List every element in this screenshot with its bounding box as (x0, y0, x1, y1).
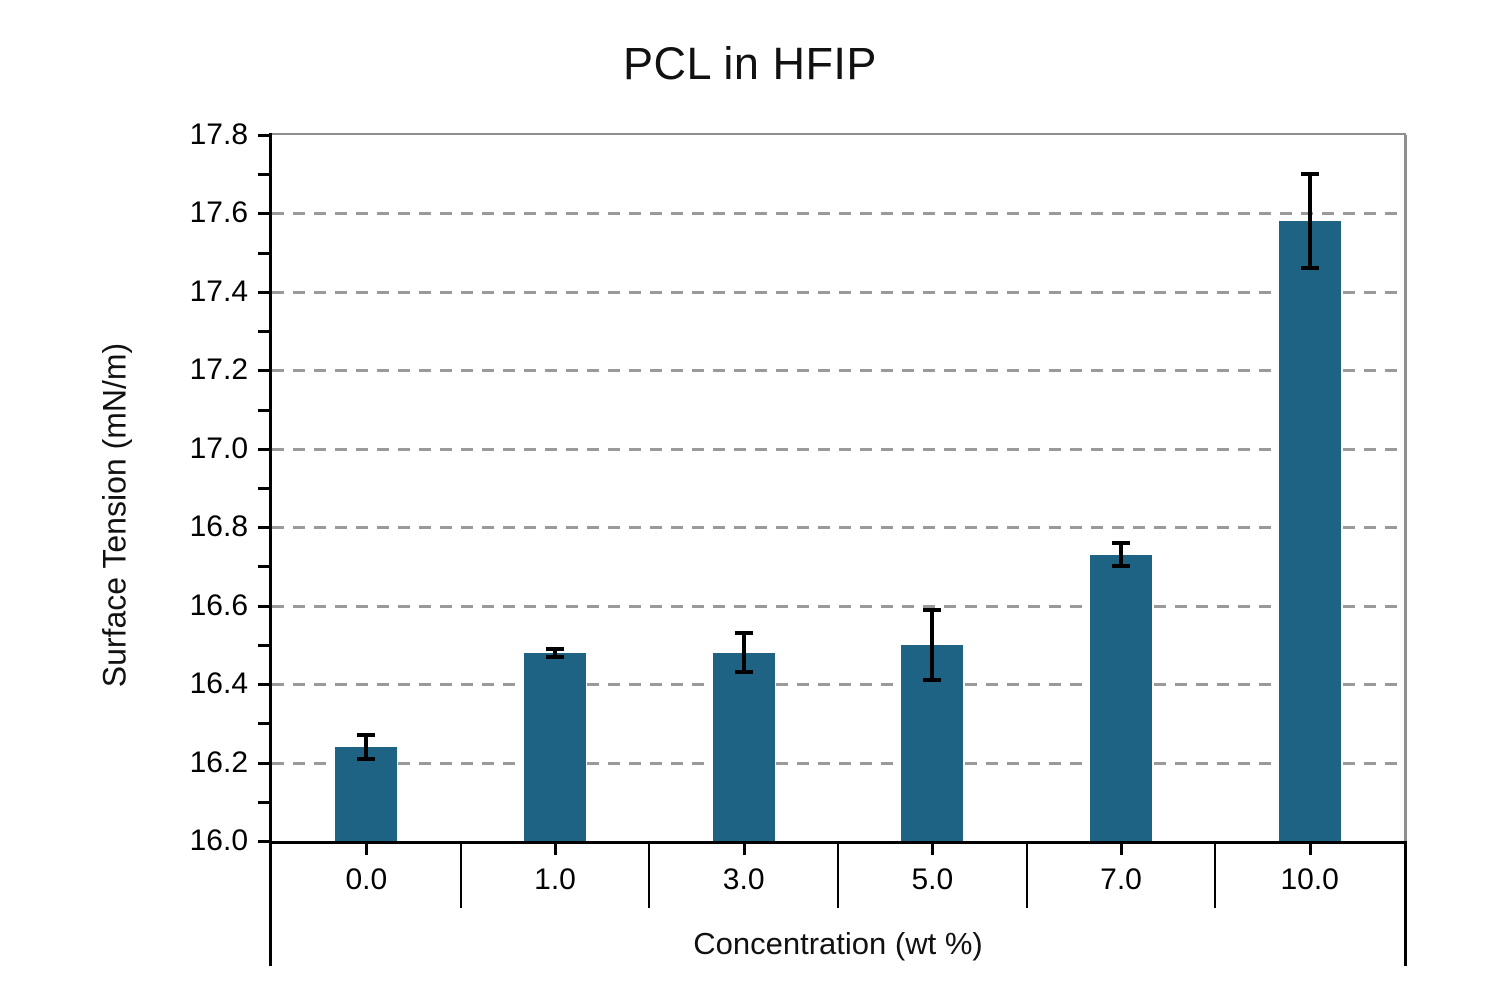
gridline (272, 761, 1404, 765)
error-bar-cap-bottom (546, 654, 564, 659)
y-axis-tick (258, 134, 272, 137)
y-tick-label: 16.4 (189, 667, 248, 701)
error-bar-cap-bottom (923, 678, 942, 683)
gridline (272, 447, 1404, 451)
chart-title: PCL in HFIP (623, 38, 877, 89)
error-bar-line (741, 633, 746, 673)
x-category-divider (1025, 844, 1028, 908)
error-bar-line (1119, 542, 1123, 567)
y-axis-tick (258, 447, 272, 451)
y-axis-tick (258, 800, 272, 804)
error-bar-line (553, 648, 557, 657)
bar (524, 652, 586, 841)
y-tick-label: 17.0 (189, 431, 248, 465)
error-bar-cap-top (546, 646, 564, 651)
gridline (272, 369, 1404, 373)
y-axis-tick (258, 330, 272, 334)
x-axis-tick (931, 844, 935, 855)
x-axis-tick (365, 844, 369, 855)
x-tick-label: 10.0 (1280, 863, 1339, 896)
y-axis-tick (258, 840, 272, 843)
y-axis-tick (258, 526, 272, 530)
y-tick-label: 17.8 (189, 118, 248, 151)
x-axis-tick (554, 844, 557, 855)
y-axis-tick (258, 643, 272, 647)
y-axis-line (269, 133, 272, 966)
error-bar-line (1307, 174, 1312, 269)
x-tick-label: 1.0 (534, 863, 576, 896)
x-axis-tick (1120, 844, 1123, 855)
x-tick-label: 0.0 (345, 863, 388, 896)
plot-border-top (272, 133, 1406, 135)
plot-border-right (1404, 135, 1407, 841)
y-axis-tick (258, 604, 272, 608)
y-tick-label: 17.4 (189, 274, 248, 308)
y-axis-tick (258, 408, 272, 412)
gridline (272, 683, 1404, 687)
error-bar-line (930, 609, 935, 681)
y-axis-tick (258, 251, 272, 255)
y-axis-tick (258, 761, 272, 765)
gridline (272, 604, 1404, 608)
x-axis-title: Concentration (wt %) (693, 926, 983, 961)
x-category-divider (837, 844, 839, 908)
bar (1090, 554, 1152, 841)
x-axis-right-extension (1404, 841, 1407, 966)
y-tick-label: 16.2 (189, 745, 248, 779)
bar (1278, 221, 1341, 841)
x-category-divider (648, 844, 651, 908)
x-tick-label: 3.0 (722, 863, 765, 896)
error-bar-cap-bottom (1112, 564, 1130, 569)
error-bar-line (364, 735, 369, 759)
y-axis-tick (258, 212, 272, 216)
error-bar-cap-top (923, 607, 942, 612)
x-axis-tick (742, 844, 746, 855)
y-axis-tick (258, 487, 272, 490)
y-tick-label: 17.6 (189, 196, 248, 230)
x-category-divider (459, 844, 462, 908)
y-tick-label: 16.0 (189, 824, 248, 857)
y-axis-tick (258, 722, 272, 726)
y-axis-tick (258, 369, 272, 373)
y-tick-label: 16.8 (189, 510, 248, 544)
bar (335, 746, 398, 841)
error-bar-cap-bottom (734, 670, 753, 675)
error-bar-cap-bottom (357, 756, 376, 761)
error-bar-cap-top (357, 733, 376, 738)
y-axis-tick (258, 173, 272, 177)
bar (712, 652, 775, 841)
y-axis-tick (258, 290, 272, 294)
y-tick-label: 17.2 (189, 353, 248, 387)
error-bar-cap-bottom (1300, 266, 1319, 271)
gridline (272, 526, 1404, 530)
error-bar-cap-top (734, 631, 753, 636)
x-category-divider (1214, 844, 1217, 908)
x-axis-tick (1308, 844, 1312, 855)
y-axis-tick (258, 565, 272, 569)
x-axis-line (269, 841, 1407, 844)
error-bar-cap-top (1112, 540, 1130, 545)
x-tick-label: 5.0 (911, 863, 954, 896)
gridline (272, 212, 1404, 216)
x-tick-label: 7.0 (1100, 863, 1142, 896)
gridline (272, 290, 1404, 294)
y-tick-label: 16.6 (189, 588, 248, 622)
y-axis-tick (258, 683, 272, 687)
error-bar-cap-top (1300, 172, 1319, 177)
